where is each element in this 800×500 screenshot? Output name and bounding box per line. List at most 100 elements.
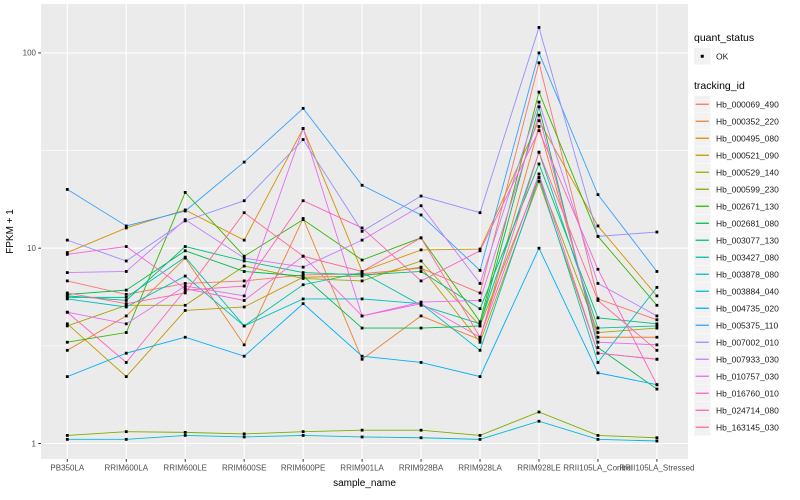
data-point (596, 340, 600, 344)
data-point (183, 284, 187, 288)
data-point (360, 226, 364, 230)
data-point (242, 238, 246, 242)
legend-entry-Hb_163145_030: Hb_163145_030 (694, 419, 779, 436)
data-point (183, 191, 187, 194)
data-point (360, 279, 364, 283)
data-point (183, 282, 187, 285)
data-point (478, 307, 482, 311)
data-point (655, 324, 659, 328)
data-point (242, 324, 246, 328)
x-tick-label: RRIM901LA (340, 464, 384, 473)
data-point (655, 270, 659, 273)
data-point (360, 297, 364, 301)
legend-entry-label: Hb_003884_040 (716, 286, 779, 296)
data-point (242, 305, 246, 309)
data-point (596, 331, 600, 334)
data-point (655, 439, 659, 443)
data-point (124, 361, 128, 364)
data-point (242, 264, 246, 268)
data-point (655, 294, 659, 298)
data-point (183, 303, 187, 307)
data-point (183, 274, 187, 278)
data-point (242, 270, 246, 273)
legend-entry-Hb_005375_110: Hb_005375_110 (694, 317, 779, 334)
legend-entry-Hb_000495_080: Hb_000495_080 (694, 130, 779, 147)
data-point (655, 343, 659, 347)
data-point (655, 335, 659, 339)
data-point (537, 113, 541, 117)
data-point (301, 199, 305, 203)
data-point (478, 434, 482, 437)
legend-entry-label: Hb_000529_140 (716, 167, 779, 177)
data-point (242, 199, 246, 203)
data-point (124, 437, 128, 441)
data-point (537, 150, 541, 154)
data-point (242, 259, 246, 263)
gridlines (41, 4, 688, 459)
data-point (65, 310, 69, 314)
data-point (301, 434, 305, 437)
data-point (537, 129, 541, 133)
data-point (242, 279, 246, 283)
legend: quant_status OK tracking_id Hb_000069_490 Hb… (694, 32, 779, 436)
data-point (537, 125, 541, 128)
legend-entry-label: Hb_003878_080 (716, 269, 779, 279)
legend-entry-Hb_024714_080: Hb_024714_080 (694, 402, 779, 419)
data-point (419, 270, 423, 273)
data-point (537, 119, 541, 123)
data-point (596, 267, 600, 271)
data-point (655, 387, 659, 391)
data-point (478, 299, 482, 302)
legend-entry-label: Hb_003427_080 (716, 252, 779, 262)
data-point (596, 224, 600, 228)
data-point (242, 160, 246, 164)
data-point (360, 238, 364, 242)
data-point (65, 188, 69, 191)
legend-entry-label: Hb_024714_080 (716, 405, 779, 415)
data-point (301, 254, 305, 258)
data-point (242, 256, 246, 260)
data-point (655, 357, 659, 361)
data-point (478, 268, 482, 272)
data-point (419, 326, 423, 330)
point-icon (700, 54, 704, 58)
data-point (478, 340, 482, 344)
data-point (124, 245, 128, 248)
data-point (537, 162, 541, 166)
data-point (596, 335, 600, 339)
data-point (65, 238, 69, 242)
data-point (65, 324, 69, 328)
data-point (65, 279, 69, 283)
data-point (65, 437, 69, 441)
data-point (596, 193, 600, 197)
x-tick-label: RRIM600SE (222, 464, 266, 473)
data-point (124, 351, 128, 355)
data-point (655, 348, 659, 352)
data-point (65, 291, 69, 295)
data-point (478, 320, 482, 324)
data-point (537, 179, 541, 183)
data-point (124, 303, 128, 307)
data-point (124, 226, 128, 230)
data-point (419, 361, 423, 364)
tick-labels: 1 10 100 PB350LA RRIM600LA RRIM600LE RRIM600SE… (23, 49, 695, 473)
data-point (537, 419, 541, 423)
data-point (124, 259, 128, 263)
data-point (419, 303, 423, 307)
data-point (596, 282, 600, 285)
data-point (242, 211, 246, 215)
data-point (478, 335, 482, 339)
data-point (596, 316, 600, 320)
data-point (360, 314, 364, 318)
data-point (478, 338, 482, 342)
data-point (537, 105, 541, 109)
legend-entry-Hb_000599_230: Hb_000599_230 (694, 181, 779, 198)
data-point (478, 324, 482, 328)
legend-entry-Hb_000529_140: Hb_000529_140 (694, 164, 779, 181)
x-tick-label: RRIM600LE (163, 464, 207, 473)
legend-entry-Hb_000521_090: Hb_000521_090 (694, 147, 779, 164)
data-point (124, 305, 128, 309)
data-point (419, 259, 423, 263)
axis-ticks (38, 52, 658, 462)
